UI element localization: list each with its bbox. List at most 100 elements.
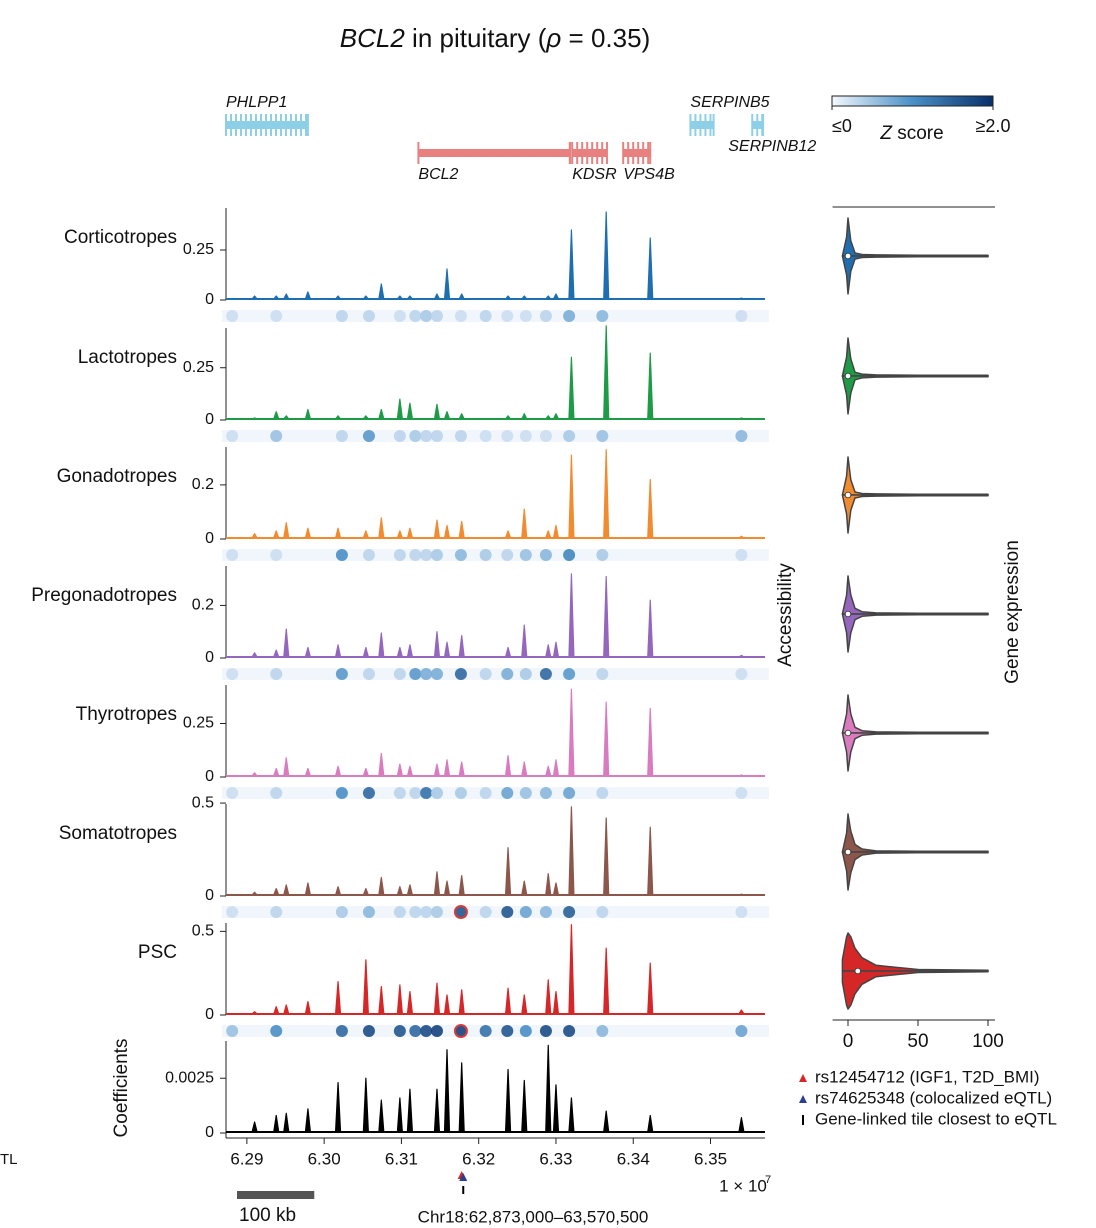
peak	[362, 1077, 369, 1133]
legend-marker	[799, 1074, 807, 1082]
peak	[334, 1082, 342, 1133]
peak	[552, 293, 560, 300]
tile	[563, 430, 576, 442]
colorbar-title: Z score	[879, 123, 943, 144]
x-tick-label: 6.29	[230, 1149, 263, 1168]
violin-half	[841, 375, 989, 415]
tile	[409, 1025, 422, 1037]
gene-body	[623, 149, 651, 157]
peak	[443, 880, 451, 896]
tile	[563, 549, 576, 561]
tile	[453, 1024, 468, 1038]
peak	[603, 325, 610, 420]
violin-half	[841, 613, 989, 653]
colorbar-title-part: score	[892, 123, 944, 144]
tile	[335, 549, 348, 561]
peak	[647, 352, 654, 420]
tile	[539, 549, 552, 561]
peak	[283, 1004, 290, 1015]
peak	[396, 530, 403, 539]
tile	[393, 549, 406, 561]
peak	[545, 765, 552, 777]
peak	[647, 1114, 654, 1133]
peak	[603, 211, 610, 300]
peak	[545, 644, 552, 658]
tile	[335, 668, 348, 680]
tile	[563, 906, 576, 918]
scale-bar-label: 100 kb	[239, 1205, 296, 1226]
tile-row	[222, 430, 769, 442]
peak	[304, 1001, 312, 1015]
cropped-text: TL	[0, 1151, 18, 1168]
tile	[501, 549, 514, 561]
peak	[552, 759, 560, 777]
gene-body	[572, 149, 607, 157]
title-part: ρ	[545, 23, 561, 53]
track-label: Lactotropes	[78, 347, 177, 368]
tile	[539, 430, 552, 442]
violin-median	[844, 729, 852, 737]
tile	[335, 1025, 348, 1037]
tile	[454, 310, 467, 322]
tile	[735, 1025, 748, 1037]
title-part: BCL2	[340, 23, 406, 53]
peak	[433, 631, 441, 658]
peak	[251, 417, 258, 420]
tile	[501, 310, 514, 322]
peak	[362, 295, 369, 300]
x-offset: 1 × 10	[719, 1176, 767, 1195]
peak	[304, 408, 312, 420]
tile	[270, 430, 283, 442]
peak	[552, 413, 560, 420]
violin-half	[841, 732, 989, 772]
tile	[270, 906, 283, 918]
peak	[362, 530, 369, 539]
peak	[443, 994, 451, 1015]
peak	[283, 757, 290, 777]
peak	[433, 982, 441, 1015]
violin-y-label: Gene expression	[1002, 540, 1023, 684]
peak	[251, 772, 258, 777]
tile	[362, 1025, 375, 1037]
tile	[409, 549, 422, 561]
peak	[504, 1068, 512, 1133]
y-tick-label: 0	[205, 411, 214, 428]
gene-label: BCL2	[418, 166, 458, 183]
peak	[304, 1108, 312, 1133]
peak	[334, 980, 342, 1015]
tile	[226, 906, 239, 918]
track-label: PSC	[138, 942, 177, 963]
peak	[304, 882, 312, 896]
peak	[433, 403, 441, 420]
y-axis-label: Accessibility	[775, 563, 796, 667]
tile-row	[222, 668, 769, 680]
peak	[283, 1112, 290, 1133]
peak	[545, 530, 552, 539]
peak	[603, 947, 610, 1015]
tile-row	[222, 310, 769, 322]
peak	[334, 527, 342, 539]
y-axis-label: Coefficients	[111, 1039, 132, 1138]
violin-median	[844, 252, 852, 260]
colorbar-title-part: Z	[879, 123, 893, 144]
peak	[283, 293, 290, 300]
tile	[270, 1025, 283, 1037]
peak	[362, 887, 369, 896]
legend-marker	[799, 1095, 807, 1103]
tile	[479, 668, 492, 680]
tile	[430, 430, 443, 442]
tile	[430, 310, 443, 322]
tile	[362, 310, 375, 322]
tile	[735, 668, 748, 680]
peak	[283, 415, 290, 420]
peak	[504, 295, 512, 300]
peak	[521, 624, 528, 658]
peak	[251, 891, 258, 896]
violin-half	[841, 970, 989, 1010]
tile	[501, 668, 514, 680]
tile	[479, 549, 492, 561]
violin-x-tick-label: 100	[972, 1031, 1004, 1052]
peak	[433, 1088, 441, 1133]
violin-half	[841, 813, 989, 853]
